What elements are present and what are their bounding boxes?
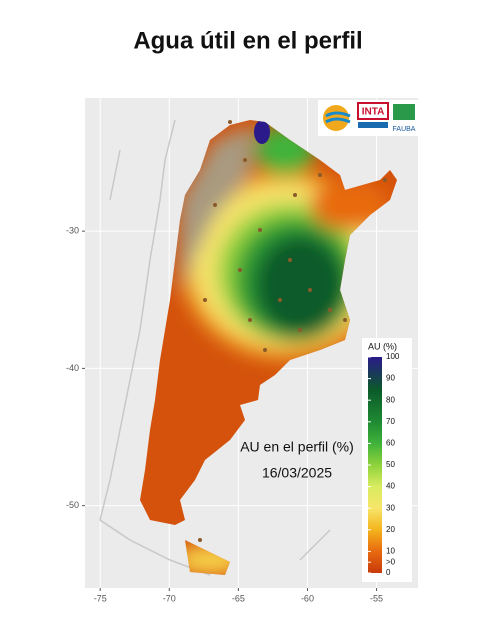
legend-label: 40 (386, 482, 395, 491)
annotation: AU en el perfil (%) (240, 439, 354, 455)
logo-inta (357, 102, 389, 120)
legend-label: 10 (386, 547, 395, 556)
x-tick-label: -70 (163, 593, 176, 603)
logo-text: INTA (362, 107, 385, 118)
legend-label: 20 (386, 525, 395, 534)
logo-icon (325, 111, 351, 124)
legend-label: 70 (386, 417, 395, 426)
legend-label: >0 (386, 557, 396, 566)
y-tick-label: -50 (66, 500, 79, 510)
legend-title: AU (%) (368, 341, 397, 351)
legend-label: 0 (386, 568, 391, 577)
y-tick-label: -30 (66, 226, 79, 236)
date: 16/03/2025 (262, 465, 332, 481)
x-tick-label: -75 (94, 593, 107, 603)
legend-label: 80 (386, 395, 395, 404)
colorbar (368, 357, 382, 573)
logo-text: FAUBA (393, 126, 416, 133)
x-tick-label: -55 (370, 593, 383, 603)
legend-label: 50 (386, 460, 395, 469)
stations (198, 120, 387, 542)
legend-label: 60 (386, 439, 395, 448)
y-tick-label: -40 (66, 363, 79, 373)
logo-fauba (393, 104, 415, 120)
x-tick-label: -65 (232, 593, 245, 603)
legend-label: 30 (386, 503, 395, 512)
title: Agua útil en el perfil (133, 27, 362, 54)
coastline (99, 119, 331, 576)
legend-label: 100 (386, 352, 400, 361)
legend-label: 90 (386, 374, 395, 383)
x-tick-label: -60 (301, 593, 314, 603)
logo-bar (358, 122, 388, 128)
